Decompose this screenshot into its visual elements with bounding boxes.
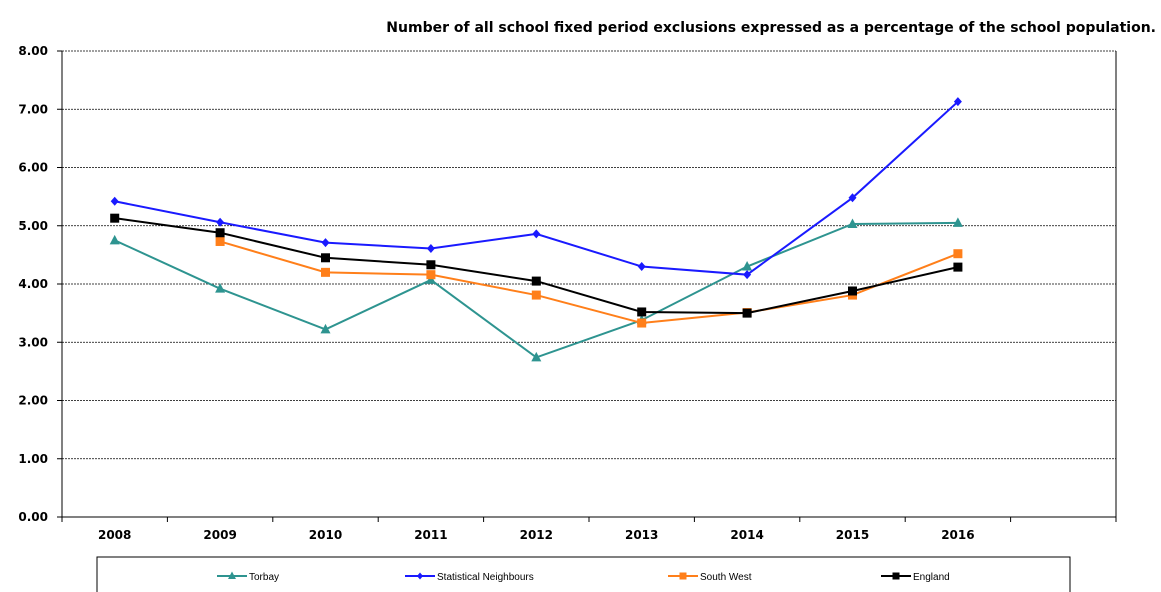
legend-box: [96, 556, 1071, 592]
series-england: [110, 213, 963, 318]
x-tick-label: 2013: [625, 528, 658, 542]
x-tick-label: 2015: [836, 528, 869, 542]
data-point: [953, 249, 963, 259]
x-tick-label: 2008: [98, 528, 131, 542]
data-point: [952, 217, 963, 227]
legend-label: Torbay: [249, 572, 279, 583]
y-tick-label: 8.00: [18, 44, 48, 58]
series-lines: [109, 97, 963, 362]
x-tick-label: 2011: [414, 528, 447, 542]
legend-label: South West: [700, 572, 752, 583]
y-tick-label: 0.00: [18, 510, 48, 524]
data-point: [321, 238, 330, 248]
x-tick-label: 2010: [309, 528, 342, 542]
legend-label: Statistical Neighbours: [437, 572, 534, 583]
legend-item: Statistical Neighbours: [405, 572, 534, 583]
x-tick-label: 2012: [520, 528, 553, 542]
data-point: [847, 218, 858, 229]
data-point: [953, 97, 962, 107]
series-line: [114, 100, 959, 276]
chart-title: Number of all school fixed period exclus…: [386, 20, 1156, 36]
legend-item: Torbay: [217, 571, 279, 583]
y-tick-label: 4.00: [18, 277, 48, 291]
data-point: [215, 228, 225, 238]
series-torbay: [109, 217, 963, 362]
x-tick-label: 2014: [730, 528, 763, 542]
data-point: [215, 236, 225, 246]
legend-label: England: [913, 572, 950, 583]
data-point: [743, 270, 752, 280]
y-tick-label: 7.00: [18, 102, 48, 116]
data-point: [742, 308, 752, 318]
y-tick-label: 5.00: [18, 219, 48, 233]
data-point: [109, 234, 120, 245]
series-line: [114, 221, 958, 359]
y-tick-label: 3.00: [18, 335, 48, 349]
y-tick-label: 2.00: [18, 394, 48, 408]
data-point: [426, 260, 436, 270]
x-tick-label: 2009: [203, 528, 236, 542]
legend-marker: [228, 571, 236, 579]
legend-marker: [417, 572, 423, 580]
data-point: [426, 270, 436, 280]
series-line: [219, 240, 959, 325]
axes: 0.00 1.00 2.00 3.00 4.00 5.00 6.00 7.00 8.00 2008…: [18, 44, 1117, 542]
legend-item: England: [881, 572, 950, 583]
series-statistical-neighbours: [110, 97, 962, 280]
data-point: [531, 290, 541, 300]
legend-marker: [679, 572, 687, 580]
data-point: [531, 351, 542, 362]
data-point: [637, 262, 646, 272]
data-point: [321, 267, 330, 277]
data-point: [426, 243, 435, 253]
y-tick-label: 6.00: [18, 161, 48, 175]
data-point: [531, 276, 541, 286]
data-point: [637, 318, 647, 328]
data-point: [742, 261, 753, 271]
data-point: [110, 213, 120, 223]
legend: Torbay Statistical Neighbours South West En…: [96, 556, 1071, 592]
data-point: [848, 193, 857, 203]
data-point: [848, 286, 857, 296]
grid-lines: [62, 50, 1116, 460]
data-point: [216, 217, 225, 227]
data-point: [532, 229, 541, 239]
data-point: [321, 253, 330, 263]
data-point: [320, 323, 331, 334]
data-point: [637, 307, 647, 317]
data-point: [215, 283, 226, 293]
legend-item: South West: [668, 572, 752, 583]
legend-marker: [892, 572, 900, 580]
data-point: [110, 196, 119, 206]
y-tick-label: 1.00: [18, 452, 48, 466]
x-tick-label: 2016: [941, 528, 974, 542]
data-point: [953, 262, 963, 272]
